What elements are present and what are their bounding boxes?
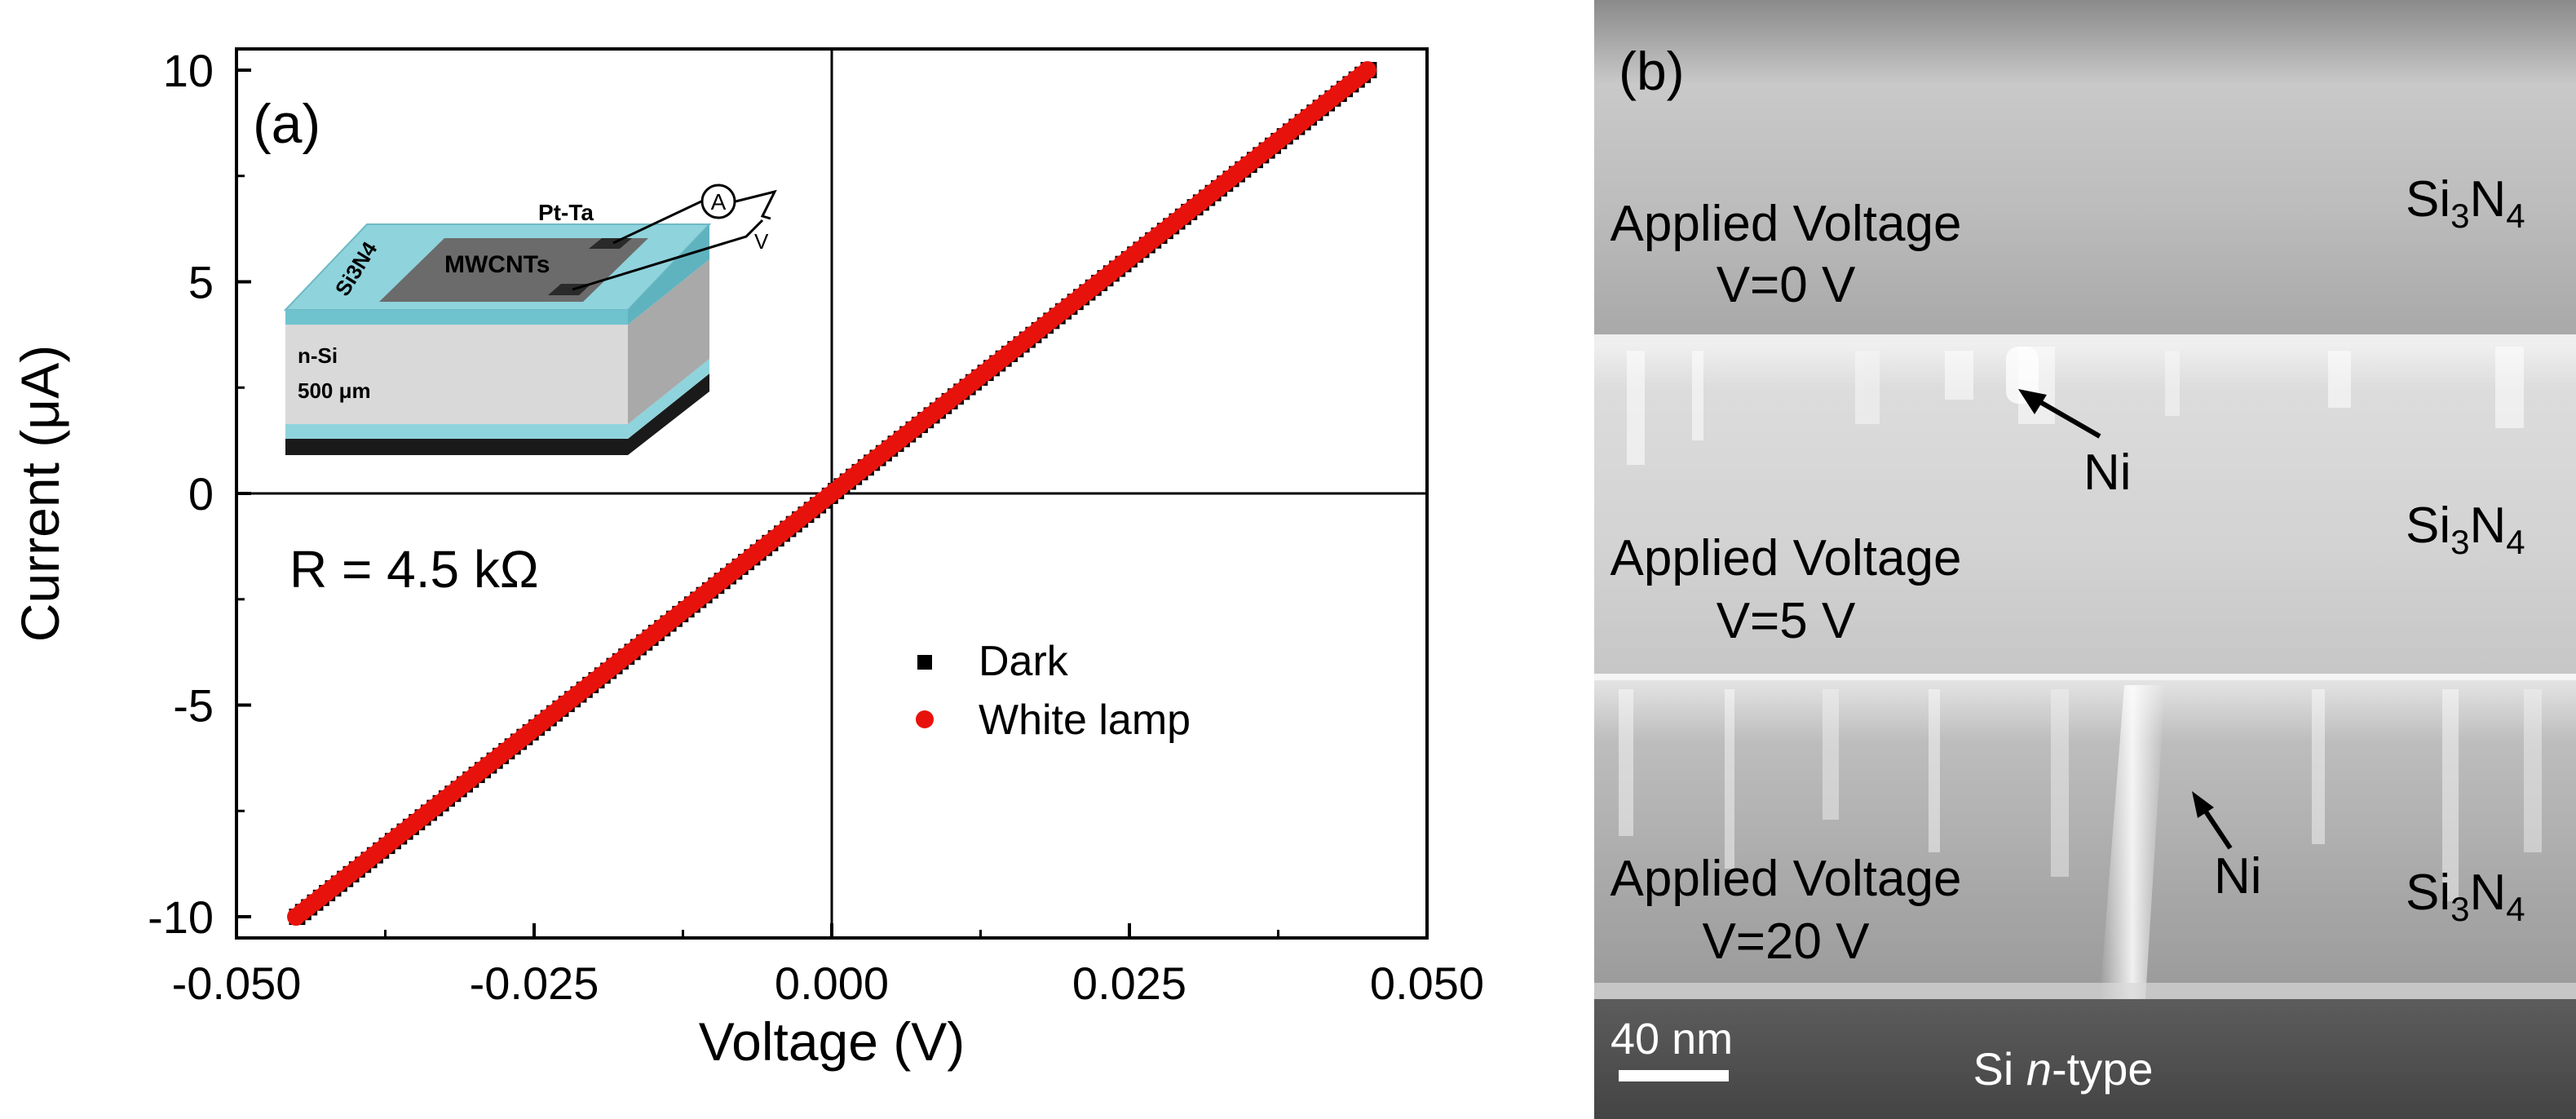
layer-0v-voltage: V=0 V (1717, 257, 1856, 313)
wire-circuit (735, 189, 777, 220)
ni-filament (2100, 685, 2165, 999)
ni-label-mid: Ni (2083, 445, 2132, 501)
x-tick-label: -0.025 (470, 958, 599, 1009)
legend-label-dark: Dark (979, 638, 1069, 685)
y-tick-label: -5 (173, 680, 214, 732)
legend: Dark White lamp (916, 638, 1191, 744)
inset-label-voltage: V (754, 229, 769, 254)
ni-arrow-mid-head (2018, 389, 2047, 414)
legend-marker-dark (917, 655, 932, 670)
data-point-white-lamp (1359, 60, 1376, 79)
sem-cross-section: (b) Applied Voltage V=0 V Si3N4 Applied … (1594, 0, 2576, 1119)
layer-20v-voltage: V=20 V (1702, 913, 1870, 970)
silicon-side-face (628, 259, 709, 424)
substrate-label: Si n-type (1973, 1043, 2153, 1095)
x-axis-title: Voltage (V) (699, 1011, 965, 1072)
interface-band (1594, 983, 2576, 999)
layer-0v-material: Si3N4 (2406, 171, 2525, 235)
pt-ta-contact-top (589, 238, 632, 249)
ammeter-symbol (700, 184, 736, 219)
scale-bar (1619, 1070, 1729, 1081)
silicon-front-face (285, 325, 628, 424)
wire-top (612, 200, 702, 245)
inset-label-mwcnts: MWCNTs (444, 251, 550, 278)
scale-bar-label: 40 nm (1611, 1015, 1733, 1064)
x-tick-label: 0.050 (1370, 958, 1484, 1009)
ni-label-bottom: Ni (2214, 848, 2262, 904)
columnar-texture-bottom (1619, 689, 2542, 901)
device-schematic-inset: A Pt-Ta MWCNTs Si3N4 n-Si 500 μm V (283, 184, 777, 455)
top-nitride-side-edge (628, 224, 709, 325)
y-tick-label: 0 (188, 468, 214, 520)
inset-label-nsi: n-Si (298, 343, 338, 368)
y-axis-title: Current (μA) (10, 345, 70, 642)
layer-20v-material: Si3N4 (2406, 865, 2525, 928)
layer-5v-material: Si3N4 (2406, 498, 2525, 561)
bottom-nitride-layer (285, 359, 709, 439)
layer-0v-label: Applied Voltage (1611, 196, 1962, 252)
x-tick-label: 0.000 (775, 958, 889, 1009)
top-nitride-front-edge (285, 310, 628, 325)
y-tick-label: 5 (188, 256, 214, 307)
resistance-annotation: R = 4.5 kΩ (289, 540, 539, 599)
panel-label-b: (b) (1619, 41, 1685, 101)
layer-20v-label: Applied Voltage (1611, 851, 1962, 907)
y-tick-label: -10 (148, 891, 214, 943)
iv-chart: -0.050 -0.025 0.000 0.025 0.050 -10 -5 0 5 10 (a… (10, 45, 1484, 1072)
layer-5v-voltage: V=5 V (1717, 593, 1856, 649)
legend-marker-lamp (916, 710, 934, 728)
panel-label-a: (a) (253, 93, 320, 155)
inset-label-thickness: 500 μm (298, 378, 371, 403)
layer-boundary-1 (1594, 334, 2576, 343)
ammeter-label: A (711, 189, 727, 215)
inset-label-ptta: Pt-Ta (538, 200, 594, 225)
x-tick-label: 0.025 (1072, 958, 1186, 1009)
sem-substrate (1594, 999, 2576, 1119)
sem-layer-5v (1594, 338, 2576, 677)
layer-5v-label: Applied Voltage (1611, 530, 1962, 586)
ni-spot-mid (2006, 347, 2039, 404)
ni-arrow-bottom-head (2192, 791, 2214, 818)
sem-layer-20v (1594, 677, 2576, 999)
layer-boundary-2 (1594, 674, 2576, 680)
sem-layer-0v (1594, 0, 2576, 338)
legend-label-lamp: White lamp (979, 697, 1191, 744)
x-tick-label: -0.050 (172, 958, 302, 1009)
y-tick-label: 10 (163, 45, 214, 96)
wire-bottom (572, 219, 764, 291)
